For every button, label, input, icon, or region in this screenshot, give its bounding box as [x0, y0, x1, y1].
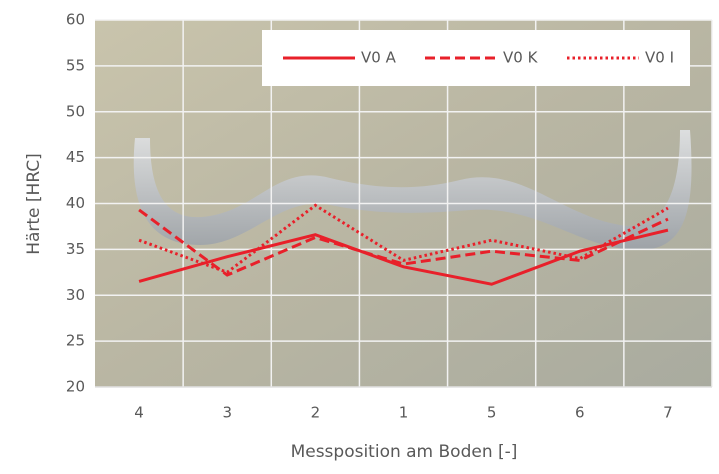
photo-part [133, 130, 692, 250]
series-line [138, 203, 669, 275]
x-tick-label: 4 [134, 404, 144, 422]
y-tick-label: 30 [66, 286, 85, 304]
x-tick-label: 7 [663, 404, 673, 422]
x-tick-label: 2 [311, 404, 321, 422]
x-tick-label: 3 [222, 404, 232, 422]
y-tick-label: 60 [66, 11, 85, 29]
y-tick-label: 35 [66, 240, 85, 258]
x-tick-label: 5 [487, 404, 497, 422]
series-line [138, 228, 669, 286]
y-tick-label: 20 [66, 378, 85, 396]
y-tick-label: 45 [66, 148, 85, 166]
y-axis-label: Härte [HRC] [24, 153, 44, 255]
y-tick-label: 50 [66, 102, 85, 120]
legend: V0 A V0 K V0 I [283, 49, 674, 67]
legend-label: V0 A [361, 49, 397, 67]
legend-label: V0 I [645, 49, 674, 67]
x-tick-label: 6 [575, 404, 585, 422]
x-axis-label: Messposition am Boden [-] [291, 442, 518, 462]
y-tick-label: 40 [66, 194, 85, 212]
series-line [138, 208, 669, 277]
legend-label: V0 K [503, 49, 539, 67]
x-tick-label: 1 [399, 404, 409, 422]
lines [138, 203, 669, 286]
y-tick-label: 55 [66, 56, 85, 74]
y-tick-label: 25 [66, 332, 85, 350]
